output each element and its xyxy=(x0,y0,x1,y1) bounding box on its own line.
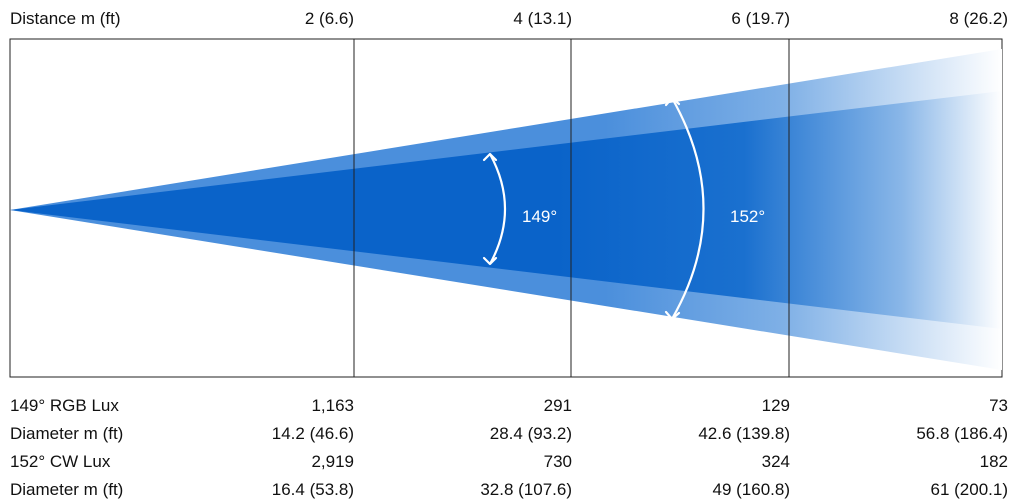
table-cell: 730 xyxy=(543,452,572,471)
inner-angle-arrow-top xyxy=(482,152,498,162)
inner-angle-arc xyxy=(489,153,506,265)
inner-angle-label: 149° xyxy=(522,207,558,226)
table-cell: 1,163 xyxy=(311,396,354,415)
distance-header-6m: 6 (19.7) xyxy=(731,9,790,28)
row-label-cw-lux: 152° CW Lux xyxy=(10,452,111,471)
table-cell: 28.4 (93.2) xyxy=(489,424,572,443)
table-cell: 14.2 (46.6) xyxy=(271,424,354,443)
table-cell: 32.8 (107.6) xyxy=(480,480,572,499)
table-cell: 324 xyxy=(761,452,790,471)
outer-angle-arc xyxy=(671,97,705,320)
row-label-rgb-lux: 149° RGB Lux xyxy=(10,396,119,415)
table-cell: 182 xyxy=(979,452,1008,471)
table-cell: 61 (200.1) xyxy=(930,480,1009,499)
outer-angle-label: 152° xyxy=(730,207,766,226)
table-cell: 56.8 (186.4) xyxy=(916,424,1008,443)
distance-header-8m: 8 (26.2) xyxy=(949,9,1008,28)
row-label-rgb-diameter: Diameter m (ft) xyxy=(10,424,124,443)
outer-angle-arrow-bottom xyxy=(664,310,681,321)
inner-angle-arrow-bottom xyxy=(482,256,498,266)
table-cell: 291 xyxy=(543,396,572,415)
outer-angle-arrow-top xyxy=(664,96,681,107)
distance-header-label: Distance m (ft) xyxy=(10,9,121,28)
row-label-cw-diameter: Diameter m (ft) xyxy=(10,480,124,499)
distance-header-2m: 2 (6.6) xyxy=(304,9,354,28)
table-cell: 16.4 (53.8) xyxy=(271,480,354,499)
table-cell: 129 xyxy=(761,396,790,415)
table-cell: 73 xyxy=(989,396,1008,415)
table-cell: 2,919 xyxy=(311,452,354,471)
distance-header-4m: 4 (13.1) xyxy=(513,9,572,28)
table-cell: 49 (160.8) xyxy=(712,480,791,499)
table-cell: 42.6 (139.8) xyxy=(698,424,790,443)
